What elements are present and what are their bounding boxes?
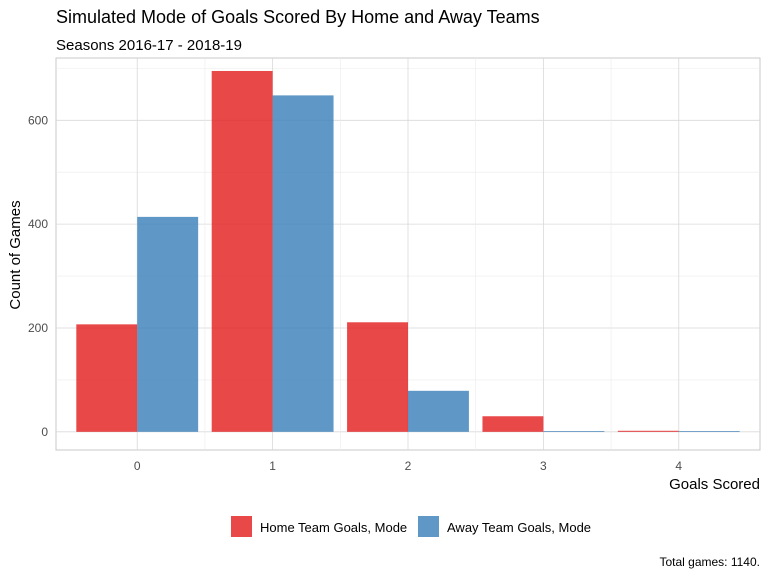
x-tick-labels: 0 1 2 3 4 [134,459,683,473]
chart-title: Simulated Mode of Goals Scored By Home a… [56,7,540,27]
legend-label-home: Home Team Goals, Mode [260,520,407,535]
y-tick-label: 0 [41,425,48,439]
x-tick-label: 4 [675,459,682,473]
bar-series1-cat2 [408,390,469,432]
y-tick-label: 600 [28,113,48,127]
bar-series1-cat4 [678,431,740,432]
bar-series0-cat4 [617,430,679,432]
bar-series1-cat0 [137,216,199,432]
caption: Total games: 1140. [659,555,760,569]
bar-series0-cat3 [482,416,544,432]
x-axis-title: Goals Scored [669,476,760,493]
bar-series0-cat2 [347,322,408,432]
bars [76,70,740,432]
legend: Home Team Goals, Mode Away Team Goals, M… [231,516,591,537]
legend-swatch-home [231,516,252,537]
bar-series0-cat1 [211,70,273,432]
y-tick-label: 200 [28,321,48,335]
bar-series0-cat0 [76,324,138,432]
x-tick-label: 0 [134,459,141,473]
x-tick-label: 2 [405,459,412,473]
bar-series1-cat1 [272,95,334,432]
y-axis-title: Count of Games [7,200,24,309]
legend-swatch-away [418,516,439,537]
x-tick-label: 1 [269,459,276,473]
y-tick-labels: 0 200 400 600 [28,113,48,439]
bar-series1-cat3 [543,431,605,432]
x-tick-label: 3 [540,459,547,473]
y-tick-label: 400 [28,217,48,231]
legend-label-away: Away Team Goals, Mode [447,520,591,535]
chart-subtitle: Seasons 2016-17 - 2018-19 [56,37,242,54]
